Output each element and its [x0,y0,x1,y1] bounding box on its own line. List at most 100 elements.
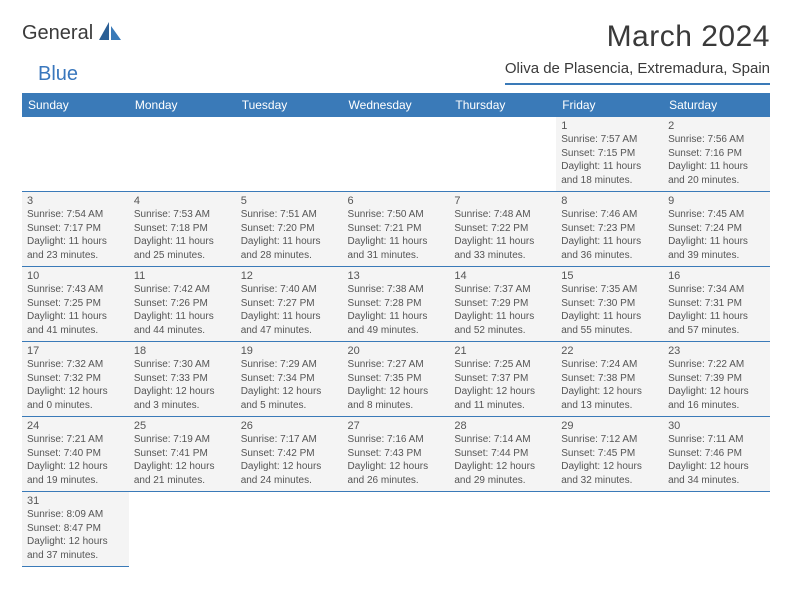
day-number: 12 [241,270,338,282]
month-title: March 2024 [505,20,770,54]
day-number: 9 [668,195,765,207]
day-number: 2 [668,120,765,132]
day-details: Sunrise: 7:54 AMSunset: 7:17 PMDaylight:… [27,208,124,262]
day-number: 8 [561,195,658,207]
day-number: 3 [27,195,124,207]
day-details: Sunrise: 7:40 AMSunset: 7:27 PMDaylight:… [241,283,338,337]
calendar-cell: 13Sunrise: 7:38 AMSunset: 7:28 PMDayligh… [343,267,450,342]
calendar-cell: 28Sunrise: 7:14 AMSunset: 7:44 PMDayligh… [449,417,556,492]
calendar-header-row: SundayMondayTuesdayWednesdayThursdayFrid… [22,93,770,117]
calendar-cell [663,492,770,567]
day-number: 6 [348,195,445,207]
day-number: 31 [27,495,124,507]
calendar-cell: 10Sunrise: 7:43 AMSunset: 7:25 PMDayligh… [22,267,129,342]
day-details: Sunrise: 7:17 AMSunset: 7:42 PMDaylight:… [241,433,338,487]
day-number: 28 [454,420,551,432]
day-details: Sunrise: 7:43 AMSunset: 7:25 PMDaylight:… [27,283,124,337]
calendar-cell: 9Sunrise: 7:45 AMSunset: 7:24 PMDaylight… [663,192,770,267]
calendar-cell: 30Sunrise: 7:11 AMSunset: 7:46 PMDayligh… [663,417,770,492]
day-number: 17 [27,345,124,357]
calendar-cell: 18Sunrise: 7:30 AMSunset: 7:33 PMDayligh… [129,342,236,417]
day-number: 7 [454,195,551,207]
day-number: 15 [561,270,658,282]
calendar-cell: 8Sunrise: 7:46 AMSunset: 7:23 PMDaylight… [556,192,663,267]
day-number: 23 [668,345,765,357]
calendar-cell [236,117,343,192]
day-details: Sunrise: 7:51 AMSunset: 7:20 PMDaylight:… [241,208,338,262]
calendar-cell [343,492,450,567]
calendar-cell [449,492,556,567]
calendar-cell [22,117,129,192]
location-text: Oliva de Plasencia, Extremadura, Spain [505,60,770,85]
day-details: Sunrise: 8:09 AMSunset: 8:47 PMDaylight:… [27,508,124,562]
calendar-cell [129,117,236,192]
day-number: 10 [27,270,124,282]
day-details: Sunrise: 7:37 AMSunset: 7:29 PMDaylight:… [454,283,551,337]
logo-subtext-wrap: Blue [38,63,78,86]
calendar-cell: 24Sunrise: 7:21 AMSunset: 7:40 PMDayligh… [22,417,129,492]
day-details: Sunrise: 7:25 AMSunset: 7:37 PMDaylight:… [454,358,551,412]
weekday-header: Thursday [449,93,556,117]
calendar-cell: 17Sunrise: 7:32 AMSunset: 7:32 PMDayligh… [22,342,129,417]
day-number: 22 [561,345,658,357]
day-details: Sunrise: 7:21 AMSunset: 7:40 PMDaylight:… [27,433,124,487]
day-number: 16 [668,270,765,282]
day-number: 20 [348,345,445,357]
day-number: 11 [134,270,231,282]
logo-text-part2: Blue [38,63,78,85]
weekday-header: Tuesday [236,93,343,117]
day-details: Sunrise: 7:46 AMSunset: 7:23 PMDaylight:… [561,208,658,262]
logo-text-part1: General [22,22,93,45]
day-details: Sunrise: 7:48 AMSunset: 7:22 PMDaylight:… [454,208,551,262]
calendar-cell [343,117,450,192]
weekday-header: Monday [129,93,236,117]
calendar-cell [236,492,343,567]
calendar-cell: 2Sunrise: 7:56 AMSunset: 7:16 PMDaylight… [663,117,770,192]
calendar-cell: 25Sunrise: 7:19 AMSunset: 7:41 PMDayligh… [129,417,236,492]
calendar-cell: 12Sunrise: 7:40 AMSunset: 7:27 PMDayligh… [236,267,343,342]
calendar-cell: 15Sunrise: 7:35 AMSunset: 7:30 PMDayligh… [556,267,663,342]
day-details: Sunrise: 7:42 AMSunset: 7:26 PMDaylight:… [134,283,231,337]
day-details: Sunrise: 7:22 AMSunset: 7:39 PMDaylight:… [668,358,765,412]
day-details: Sunrise: 7:11 AMSunset: 7:46 PMDaylight:… [668,433,765,487]
calendar-cell: 7Sunrise: 7:48 AMSunset: 7:22 PMDaylight… [449,192,556,267]
calendar-cell: 16Sunrise: 7:34 AMSunset: 7:31 PMDayligh… [663,267,770,342]
day-number: 24 [27,420,124,432]
calendar-cell: 11Sunrise: 7:42 AMSunset: 7:26 PMDayligh… [129,267,236,342]
calendar-cell: 31Sunrise: 8:09 AMSunset: 8:47 PMDayligh… [22,492,129,567]
day-number: 29 [561,420,658,432]
day-number: 13 [348,270,445,282]
day-number: 21 [454,345,551,357]
day-details: Sunrise: 7:29 AMSunset: 7:34 PMDaylight:… [241,358,338,412]
calendar-cell: 5Sunrise: 7:51 AMSunset: 7:20 PMDaylight… [236,192,343,267]
day-details: Sunrise: 7:50 AMSunset: 7:21 PMDaylight:… [348,208,445,262]
day-number: 26 [241,420,338,432]
calendar-cell: 29Sunrise: 7:12 AMSunset: 7:45 PMDayligh… [556,417,663,492]
header: General March 2024 Oliva de Plasencia, E… [22,20,770,85]
calendar-cell: 6Sunrise: 7:50 AMSunset: 7:21 PMDaylight… [343,192,450,267]
calendar-cell [449,117,556,192]
day-details: Sunrise: 7:30 AMSunset: 7:33 PMDaylight:… [134,358,231,412]
day-number: 1 [561,120,658,132]
day-number: 27 [348,420,445,432]
calendar-cell [556,492,663,567]
weekday-header: Saturday [663,93,770,117]
logo: General [22,20,125,47]
calendar-cell: 20Sunrise: 7:27 AMSunset: 7:35 PMDayligh… [343,342,450,417]
calendar-cell [129,492,236,567]
day-details: Sunrise: 7:32 AMSunset: 7:32 PMDaylight:… [27,358,124,412]
day-number: 14 [454,270,551,282]
calendar-cell: 1Sunrise: 7:57 AMSunset: 7:15 PMDaylight… [556,117,663,192]
title-block: March 2024 Oliva de Plasencia, Extremadu… [505,20,770,85]
day-details: Sunrise: 7:38 AMSunset: 7:28 PMDaylight:… [348,283,445,337]
day-details: Sunrise: 7:45 AMSunset: 7:24 PMDaylight:… [668,208,765,262]
calendar-cell: 22Sunrise: 7:24 AMSunset: 7:38 PMDayligh… [556,342,663,417]
day-number: 25 [134,420,231,432]
calendar-cell: 14Sunrise: 7:37 AMSunset: 7:29 PMDayligh… [449,267,556,342]
weekday-header: Wednesday [343,93,450,117]
day-details: Sunrise: 7:27 AMSunset: 7:35 PMDaylight:… [348,358,445,412]
day-details: Sunrise: 7:12 AMSunset: 7:45 PMDaylight:… [561,433,658,487]
weekday-header: Sunday [22,93,129,117]
day-number: 18 [134,345,231,357]
calendar-cell: 23Sunrise: 7:22 AMSunset: 7:39 PMDayligh… [663,342,770,417]
